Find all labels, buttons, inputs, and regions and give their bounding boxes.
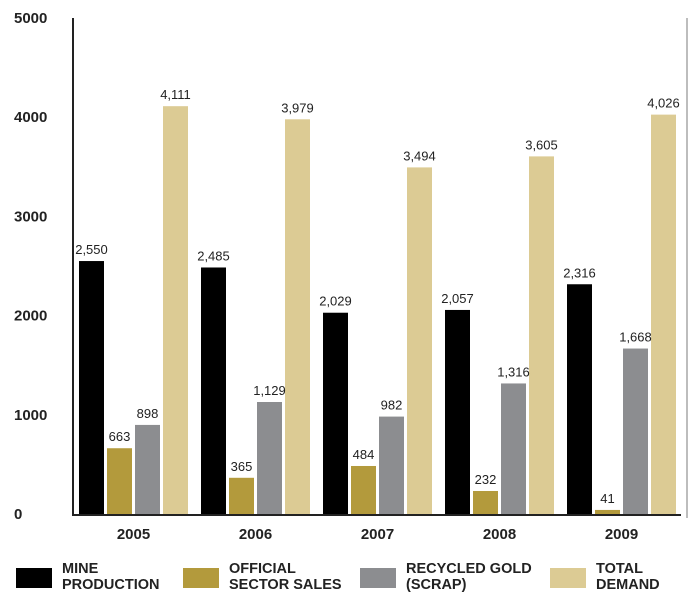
bar-mine-production-2008 [445, 309, 470, 514]
y-tick-label: 1000 [14, 407, 47, 424]
bar-mine-production-2009 [567, 284, 592, 514]
data-label: 2,485 [197, 248, 230, 263]
legend-swatch-recycled-gold [360, 568, 396, 588]
bar-total-demand-2008 [529, 156, 554, 514]
bar-recycled-gold-scrap-2008 [501, 383, 526, 514]
legend-item-official-sector-sales: OFFICIAL SECTOR SALES [183, 561, 342, 593]
bar-total-demand-2007 [407, 167, 432, 514]
x-tick-label: 2009 [605, 526, 638, 543]
data-label: 41 [600, 491, 614, 506]
data-label: 2,550 [75, 242, 108, 257]
bar-recycled-gold-scrap-2006 [257, 402, 282, 514]
data-label: 663 [109, 429, 131, 444]
data-label: 365 [231, 459, 253, 474]
legend-swatch-total-demand [550, 568, 586, 588]
legend-label: RECYCLED GOLD (SCRAP) [406, 561, 532, 593]
bar-mine-production-2005 [79, 261, 104, 514]
x-tick-label: 2007 [361, 526, 394, 543]
bar-mine-production-2006 [201, 267, 226, 514]
legend-item-mine-production: MINE PRODUCTION [16, 561, 159, 593]
bars [79, 106, 676, 515]
x-axis: 2005 2006 2007 2008 2009 [73, 514, 681, 543]
legend-item-recycled-gold: RECYCLED GOLD (SCRAP) [360, 561, 532, 593]
bar-recycled-gold-scrap-2005 [135, 424, 160, 514]
data-label: 1,129 [253, 383, 286, 398]
legend-swatch-mine-production [16, 568, 52, 588]
data-label: 3,494 [403, 148, 436, 163]
data-label: 2,057 [441, 291, 474, 306]
legend-label: OFFICIAL SECTOR SALES [229, 561, 342, 593]
data-label: 3,605 [525, 137, 558, 152]
y-tick-label: 0 [14, 506, 22, 523]
x-tick-label: 2005 [117, 526, 150, 543]
bar-recycled-gold-scrap-2009 [623, 348, 648, 514]
data-label: 982 [381, 398, 403, 413]
data-label: 2,316 [563, 265, 596, 280]
y-tick-label: 5000 [14, 10, 47, 27]
legend-swatch-official-sector-sales [183, 568, 219, 588]
bar-official-sector-sales-2008 [473, 490, 498, 514]
data-label: 2,029 [319, 294, 352, 309]
data-label: 232 [475, 472, 497, 487]
legend: MINE PRODUCTION OFFICIAL SECTOR SALES RECY… [12, 561, 688, 595]
x-tick-label: 2008 [483, 526, 516, 543]
bar-official-sector-sales-2007 [351, 465, 376, 514]
data-label: 898 [137, 406, 159, 421]
x-tick-label: 2006 [239, 526, 272, 543]
y-tick-label: 4000 [14, 109, 47, 126]
legend-label: MINE PRODUCTION [62, 561, 160, 593]
bar-official-sector-sales-2006 [229, 477, 254, 514]
bar-official-sector-sales-2009 [595, 509, 620, 514]
bar-total-demand-2009 [651, 114, 676, 515]
legend-label: TOTAL DEMAND [596, 561, 660, 593]
data-label: 3,979 [281, 100, 314, 115]
bar-official-sector-sales-2005 [107, 448, 132, 514]
data-label: 4,111 [160, 87, 191, 102]
y-axis: 0 1000 2000 3000 4000 5000 [14, 10, 688, 523]
data-label: 1,316 [497, 364, 530, 379]
legend-item-total-demand: TOTAL DEMAND [550, 561, 660, 593]
bar-mine-production-2007 [323, 312, 348, 514]
bar-recycled-gold-scrap-2007 [379, 416, 404, 514]
y-tick-label: 2000 [14, 308, 47, 325]
bar-total-demand-2005 [163, 106, 188, 515]
y-tick-label: 3000 [14, 208, 47, 225]
data-label: 1,668 [619, 330, 652, 345]
data-label: 484 [353, 447, 375, 462]
data-label: 4,026 [647, 96, 680, 111]
data-labels: 2,550 663 898 4,111 2,485 365 1,129 3,979 2,029 4… [75, 87, 680, 506]
bar-total-demand-2006 [285, 119, 310, 514]
